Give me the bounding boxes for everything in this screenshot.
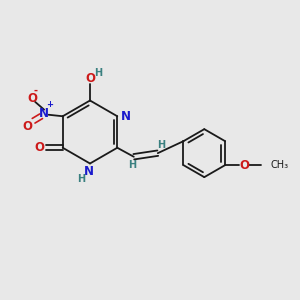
Text: +: + — [46, 100, 53, 109]
Text: O: O — [27, 92, 37, 105]
Text: -: - — [33, 85, 37, 95]
Text: H: H — [157, 140, 165, 150]
Text: N: N — [83, 165, 94, 178]
Text: H: H — [128, 160, 136, 170]
Text: H: H — [94, 68, 103, 78]
Text: O: O — [22, 120, 33, 133]
Text: N: N — [121, 110, 131, 123]
Text: O: O — [85, 71, 95, 85]
Text: CH₃: CH₃ — [270, 160, 288, 170]
Text: O: O — [239, 159, 249, 172]
Text: H: H — [77, 173, 86, 184]
Text: N: N — [39, 107, 49, 120]
Text: O: O — [34, 141, 45, 154]
